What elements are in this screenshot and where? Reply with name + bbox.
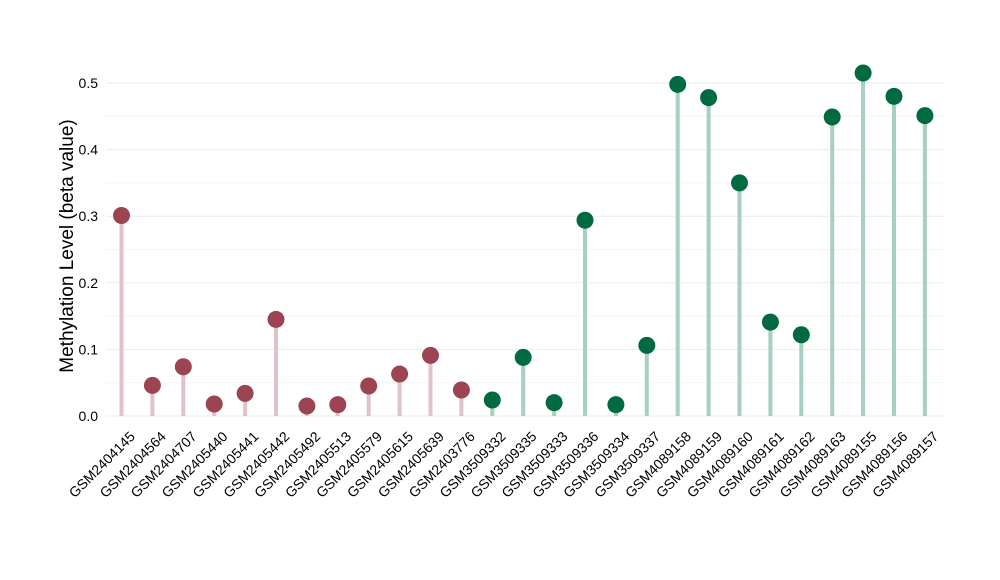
lollipop-dot — [391, 365, 409, 383]
y-axis-label: Methylation Level (beta value) — [57, 119, 78, 372]
lollipop-dot — [113, 207, 130, 225]
lollipop-dot — [761, 313, 779, 331]
lollipop-dot — [916, 107, 934, 125]
lollipop-dot — [143, 376, 161, 394]
lollipop-dot — [576, 211, 594, 229]
lollipop-dot — [483, 391, 501, 409]
lollipop-dot — [545, 394, 563, 412]
dots — [113, 64, 934, 415]
y-tick-label: 0.5 — [79, 75, 99, 91]
y-tick-label: 0.0 — [79, 408, 99, 424]
lollipop-dot — [885, 87, 903, 105]
lollipop-dot — [669, 75, 687, 93]
lollipop-dot — [329, 396, 347, 414]
y-tick-label: 0.1 — [79, 341, 99, 357]
lollipop-dot — [452, 381, 470, 399]
lollipop-dot — [360, 377, 378, 395]
y-tick-label: 0.2 — [79, 275, 99, 291]
lollipop-dot — [823, 108, 841, 126]
lollipop-dot — [205, 395, 223, 413]
lollipop-dot — [174, 358, 192, 376]
lollipop-dot — [514, 348, 532, 366]
lollipop-dot — [422, 346, 439, 364]
y-tick-label: 0.4 — [79, 142, 99, 158]
lollipop-dot — [854, 64, 872, 82]
y-tick-label: 0.3 — [79, 208, 99, 224]
lollipop-dot — [236, 384, 254, 402]
x-axis: GSM2404145GSM2404564GSM2404707GSM2405440… — [66, 428, 942, 501]
lollipop-dot — [700, 89, 718, 107]
lollipop-dot — [792, 326, 810, 344]
lollipop-dot — [607, 396, 625, 414]
y-axis: 0.0 0.1 0.2 0.3 0.4 0.5 — [79, 75, 99, 424]
lollipop-dot — [638, 336, 656, 354]
lollipop-dot — [731, 174, 748, 192]
lollipop-dot — [267, 310, 285, 328]
lollipop-dot — [298, 397, 316, 415]
